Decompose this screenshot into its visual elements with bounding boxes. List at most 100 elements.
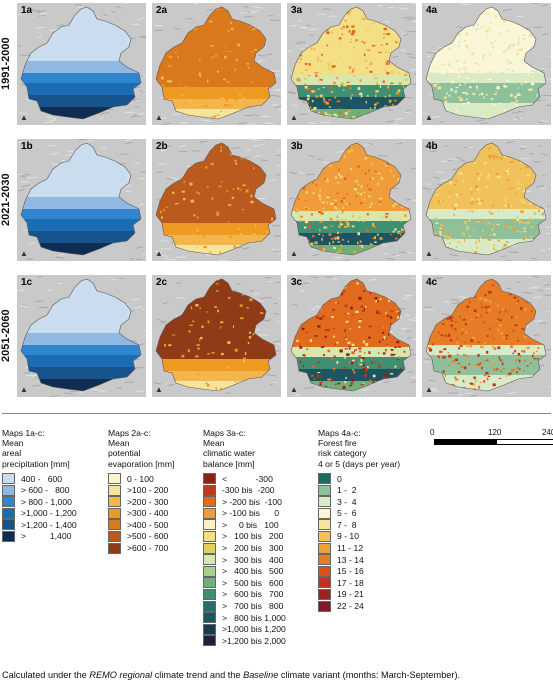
panel-label-1a: 1a [21,5,33,16]
map-panel-2c: 2c ▲ [152,275,281,397]
legend-swatch [318,496,331,508]
north-arrow-icon: ▲ [155,249,163,258]
legend-title-line: balance [mm] [203,458,255,469]
legend-entry-label: 1 - 2 [337,485,357,496]
legend-entry: >400 - 500 [108,519,174,531]
legend-entry: 3 - 4 [318,496,400,508]
legend-entry-label: 9 - 10 [337,531,359,542]
legend-title: Maps 4a-c: Forest fire risk category 4 or 5… [318,428,400,469]
legend-entry: > -200 bis -100 [203,496,286,508]
map-graphic [423,275,551,397]
legend-entry: >1,000 - 1,200 [2,507,77,520]
legend-swatch [108,484,121,496]
legend-entry-label: > 200 bis 300 [222,543,284,554]
legend-swatch [318,473,331,485]
legend-entry: 7 - 8 [318,519,400,531]
panel-label-4b: 4b [426,141,438,152]
legend-title-line: climatic water [203,448,256,459]
legend-entry-label: 13 - 14 [337,554,364,565]
legend-entry-label: >500 - 600 [127,531,169,542]
legend-entry-label: > 300 bis 400 [222,554,284,565]
legend-swatch [203,507,216,519]
legend-title-line: precipitation [mm] [2,458,70,469]
legend-entry-label: -300 bis -200 [222,485,275,496]
legend-entry-label: >100 - 200 [127,485,169,496]
map-panel-4c: 4c ▲ [422,275,551,397]
north-arrow-icon: ▲ [425,113,433,122]
legend-entry-label: 17 - 18 [337,577,364,588]
map-graphic [288,142,416,261]
legend-entry-label: >1,200 - 1,400 [21,519,77,530]
panel-label-1c: 1c [21,277,33,288]
caption-text-3: climate variant (months: March-September… [278,670,461,680]
scale-bar-graphic [434,439,553,445]
north-arrow-icon: ▲ [20,249,28,258]
north-arrow-icon: ▲ [425,385,433,394]
legend-entry-label: 400 - 600 [21,473,63,484]
legend-entry-label: >400 - 500 [127,519,169,530]
legend-entry-label: 0 [337,473,342,484]
legend-entry-label: 0 - 100 [127,473,154,484]
map-panel-1b: 1b ▲ [17,139,146,261]
caption-trend: REMO regional [89,670,153,680]
legend-entry: > 1,400 [2,531,77,543]
legend-entry-label: 11 - 12 [337,543,364,554]
north-arrow-icon: ▲ [155,113,163,122]
legend-entry: > 400 bis 500 [203,565,286,578]
legend-entry-label: > 600 bis 700 [222,589,284,600]
legend-title-line: Mean [108,438,130,449]
legend-title: Maps 1a-c: Mean areal precipitation [mm] [2,428,77,469]
legend-entry: 19 - 21 [318,589,400,601]
legend-swatch [2,507,15,519]
legend-swatch [203,531,216,543]
legend-swatch [203,473,216,485]
legend-entry: 13 - 14 [318,554,400,566]
legend-entry-label: 3 - 4 [337,496,357,507]
legend-entry: 22 - 24 [318,600,400,612]
map-graphic [17,3,146,124]
map-panel-3b: 3b ▲ [287,139,416,261]
legend-entry: 17 - 18 [318,577,400,589]
legend-entry: < -300 [203,473,286,485]
map-graphic [17,139,146,260]
legend-swatch [203,635,216,647]
legend-entry: >500 - 600 [108,531,174,543]
legend-title-line: Maps 1a-c: [2,428,45,438]
legend-entry: 11 - 12 [318,542,400,554]
legend-swatch [108,507,121,519]
legend-entry: > 600 bis 700 [203,589,286,601]
map-panel-2b: 2b ▲ [152,139,281,261]
north-arrow-icon: ▲ [20,113,28,122]
north-arrow-icon: ▲ [290,249,298,258]
legend-swatch [2,473,15,485]
legend-swatch [318,565,331,577]
panel-label-3b: 3b [291,141,303,152]
north-arrow-icon: ▲ [155,385,163,394]
legend-entry-label: >1,000 bis 1,200 [222,624,286,635]
legend-entry-label: >600 - 700 [127,543,169,554]
row-label-1991-2000: 1991-2000 [0,37,12,91]
caption: Calculated under the REMO regional clima… [2,670,460,680]
map-graphic [290,275,416,397]
legend-entry: 5 - 6 [318,507,400,520]
map-graphic [17,276,146,397]
legend-title-line: 4 or 5 (days per year) [318,458,401,469]
panel-label-3a: 3a [291,5,303,16]
north-arrow-icon: ▲ [20,385,28,394]
legend-entry-label: > 800 bis 1,000 [222,612,286,623]
panel-label-1b: 1b [21,141,33,152]
legend-swatch [108,473,121,485]
legend-entry: > 200 bis 300 [203,542,286,554]
legend-entry: >100 - 200 [108,484,174,496]
map-panel-4b: 4b ▲ [422,139,551,261]
map-graphic [287,3,416,125]
panel-label-2a: 2a [156,5,168,16]
legend-3: Maps 3a-c: Mean climatic water balance [mm]… [203,428,286,647]
legend-entry-label: > 400 bis 500 [222,566,284,577]
caption-text-1: Calculated under the [2,670,90,680]
legend-entry-label: > 1,400 [21,531,72,542]
legend-entry-label: > -200 bis -100 [222,496,282,507]
legend-swatch [318,507,331,519]
map-panel-1c: 1c ▲ [17,275,146,397]
legend-entry-label: > 500 bis 600 [222,577,284,588]
